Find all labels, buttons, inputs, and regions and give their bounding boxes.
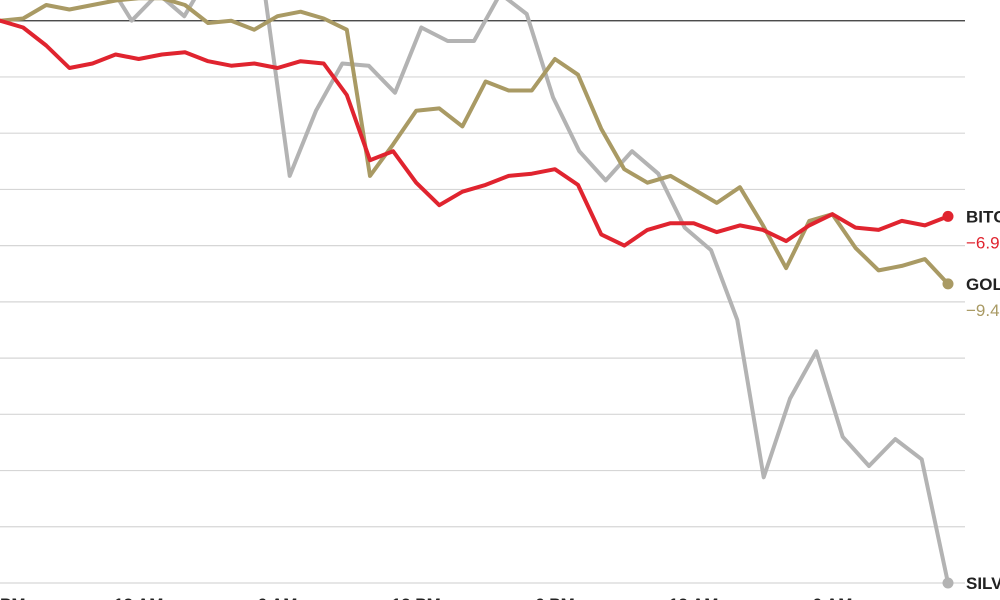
x-tick-label-3: 12 PM [392, 595, 441, 600]
gridlines [0, 20, 965, 584]
x-axis-tick-labels: PM 12 AM 6 AM 12 PM 6 PM 12 AM 6 AM [0, 595, 852, 600]
x-tick-label-4: 6 PM [535, 595, 575, 600]
bitcoin-end-marker [942, 210, 954, 222]
x-tick-label-1: 12 AM [114, 595, 163, 600]
gold-line [0, 0, 950, 286]
gold-series-label: GOLD [966, 275, 1000, 294]
bitcoin-series-label: BITCOIN [966, 207, 1000, 226]
x-tick-label-5: 12 AM [669, 595, 718, 600]
bitcoin-change-label: −6.9 [966, 233, 1000, 252]
gold-end-marker [942, 278, 954, 290]
x-tick-label-0: PM [0, 595, 26, 600]
gold-change-label: −9.4 [966, 301, 1000, 320]
silver-series-label: SILVER [966, 574, 1000, 593]
silver-end-marker [942, 577, 954, 589]
x-tick-label-2: 6 AM [257, 595, 297, 600]
series-lines [0, 0, 954, 589]
end-labels: SILVER GOLD −9.4 BITCOIN −6.9 [966, 207, 1000, 593]
x-tick-label-6: 6 AM [812, 595, 852, 600]
bitcoin-line [0, 18, 950, 248]
silver-line [77, 0, 950, 585]
